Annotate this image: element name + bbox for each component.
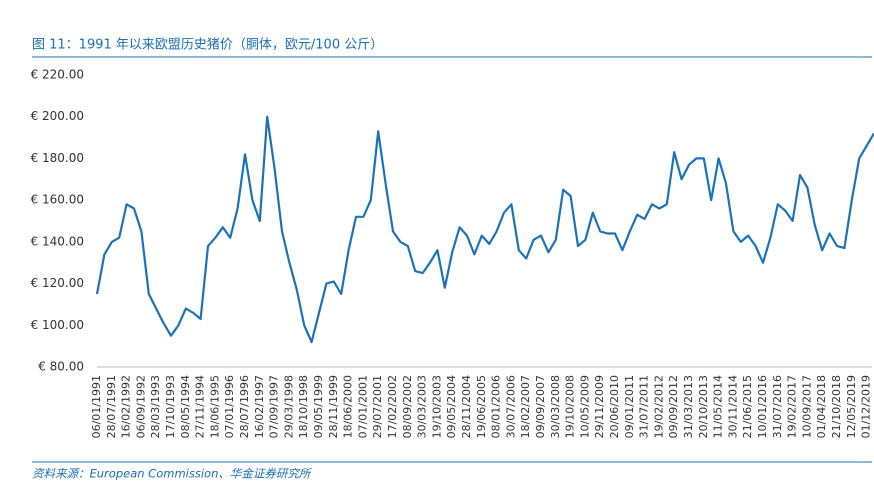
x-tick-label: 08/09/2002 [401,375,414,438]
x-tick-label: 28/11/1999 [327,375,340,438]
x-tick-label: 18/06/2000 [342,375,355,438]
x-tick-label: 30/07/2006 [504,375,517,438]
x-tick-label: 30/03/2003 [416,375,429,438]
x-tick-label: 07/01/2001 [356,375,369,438]
y-tick-label: € 80.00 [38,360,84,374]
x-tick-label: 09/09/2007 [534,375,547,438]
x-tick-label: 07/09/1997 [268,375,281,438]
x-tick-label: 31/07/2016 [771,375,784,438]
x-tick-label: 19/02/2017 [786,375,799,438]
x-tick-label: 09/09/2012 [667,375,680,438]
x-tick-label: 11/05/2014 [712,375,725,438]
x-tick-label: 19/06/2005 [475,375,488,438]
x-tick-label: 10/05/2009 [578,375,591,438]
x-tick-label: 21/10/2018 [830,375,843,438]
x-tick-label: 01/04/2018 [815,375,828,438]
x-tick-label: 18/06/1995 [208,375,221,438]
x-tick-label: 19/10/2008 [564,375,577,438]
x-tick-label: 18/02/2007 [519,375,532,438]
x-tick-label: 20/10/2013 [697,375,710,438]
x-tick-label: 06/01/1991 [90,375,103,438]
y-tick-label: € 140.00 [31,234,84,248]
x-tick-label: 10/09/2017 [800,375,813,438]
x-tick-label: 18/10/1998 [297,375,310,438]
y-tick-label: € 200.00 [31,109,84,123]
chart-title: 图 11：1991 年以来欧盟历史猪价（胴体，欧元/100 公斤） [32,38,383,53]
x-tick-label: 20/06/2010 [608,375,621,438]
x-tick-label: 28/03/1993 [149,375,162,438]
x-tick-label: 07/01/1996 [223,375,236,438]
x-tick-label: 19/10/2003 [430,375,443,438]
x-tick-label: 28/07/1991 [105,375,118,438]
x-tick-label: 28/11/2004 [460,375,473,438]
y-tick-label: € 100.00 [31,318,84,332]
x-tick-label: 09/05/2004 [445,375,458,438]
x-tick-label: 31/07/2011 [638,375,651,438]
x-tick-label: 29/03/1998 [282,375,295,438]
x-tick-label: 17/10/1993 [164,375,177,438]
y-tick-label: € 180.00 [31,151,84,165]
x-tick-label: 31/03/2013 [682,375,695,438]
x-tick-label: 28/07/1996 [238,375,251,438]
x-tick-label: 27/11/1994 [194,375,207,438]
x-tick-label: 30/03/2008 [549,375,562,438]
x-tick-label: 19/02/2012 [652,375,665,438]
x-tick-label: 09/05/1999 [312,375,325,438]
x-tick-label: 29/07/2001 [371,375,384,438]
x-tick-label: 30/11/2014 [726,375,739,438]
price-line [95,115,874,344]
y-tick-label: € 120.00 [31,276,84,290]
x-tick-label: 01/12/2019 [860,375,873,438]
x-tick-label: 08/01/2006 [490,375,503,438]
x-tick-label: 10/01/2016 [756,375,769,438]
y-tick-label: € 220.00 [31,68,84,82]
x-tick-label: 06/09/1992 [134,375,147,438]
x-tick-label: 21/06/2015 [741,375,754,438]
y-tick-label: € 160.00 [31,193,84,207]
x-tick-label: 16/02/1992 [120,375,133,438]
x-tick-label: 08/05/1994 [179,375,192,438]
x-tick-label: 16/02/1997 [253,375,266,438]
x-tick-label: 29/11/2009 [593,375,606,438]
x-tick-label: 12/05/2019 [845,375,858,438]
source-note: 资料来源：European Commission、华金证券研究所 [32,467,312,481]
x-tick-label: 09/01/2011 [623,375,636,438]
x-tick-label: 17/02/2002 [386,375,399,438]
